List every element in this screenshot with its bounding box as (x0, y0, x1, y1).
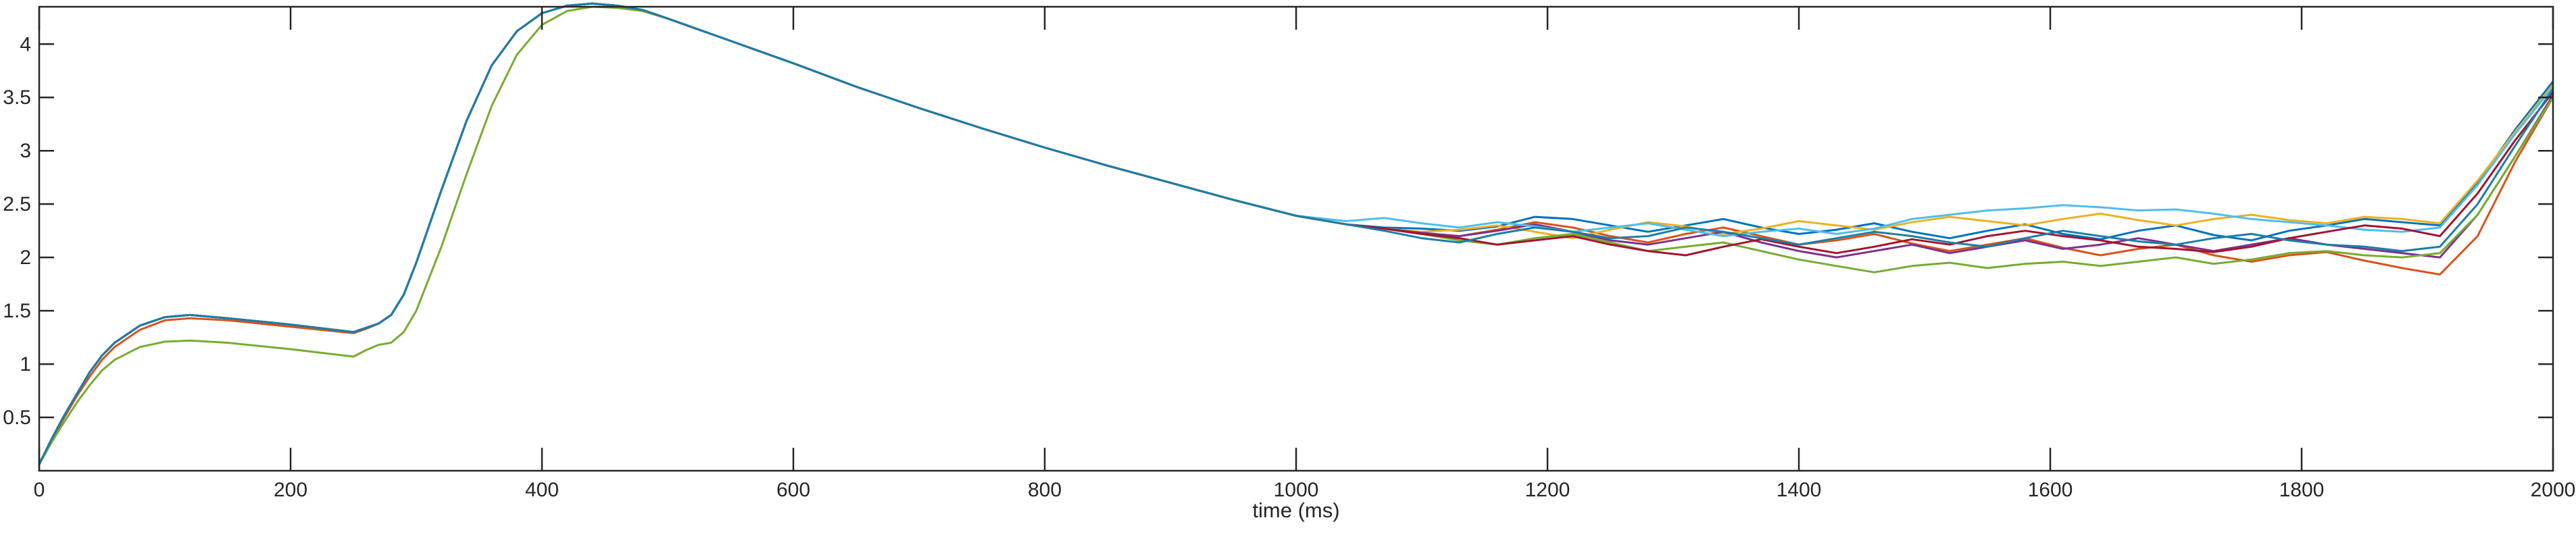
x-tick-label: 1800 (2279, 479, 2325, 501)
x-tick-label: 1600 (2028, 479, 2073, 501)
y-tick-label: 2 (20, 247, 31, 269)
x-tick-label: 0 (34, 479, 45, 501)
x-tick-label: 1200 (1525, 479, 1570, 501)
x-tick-label: 200 (274, 479, 307, 501)
series-line-8 (38, 2, 2554, 465)
x-tick-label: 2000 (2531, 479, 2576, 501)
y-tick-label: 3.5 (3, 86, 31, 109)
y-tick-label: 0.5 (3, 407, 31, 429)
x-tick-label: 800 (1028, 479, 1062, 501)
x-axis-label: time (ms) (1252, 498, 1339, 522)
series-group (38, 2, 2554, 465)
x-tick-label: 400 (525, 479, 559, 501)
y-tick-label: 1 (20, 353, 31, 376)
x-tick-label: 1400 (1777, 479, 1822, 501)
y-tick-label: 1.5 (3, 300, 31, 322)
y-tick-label: 4 (20, 33, 31, 55)
x-tick-labels: 0 200 400 600 800 1000 1200 1400 1600 1800 2000 (34, 479, 2576, 501)
plot-frame (38, 5, 2554, 472)
y-tick-label: 2.5 (3, 193, 31, 215)
x-tick-label: 1000 (1274, 479, 1319, 501)
x-tick-label: 600 (776, 479, 810, 501)
y-tick-label: 3 (20, 140, 31, 162)
y-tick-labels: 0.5 1 1.5 2 2.5 3 3.5 4 (3, 33, 31, 429)
axis-ticks (38, 7, 2554, 471)
